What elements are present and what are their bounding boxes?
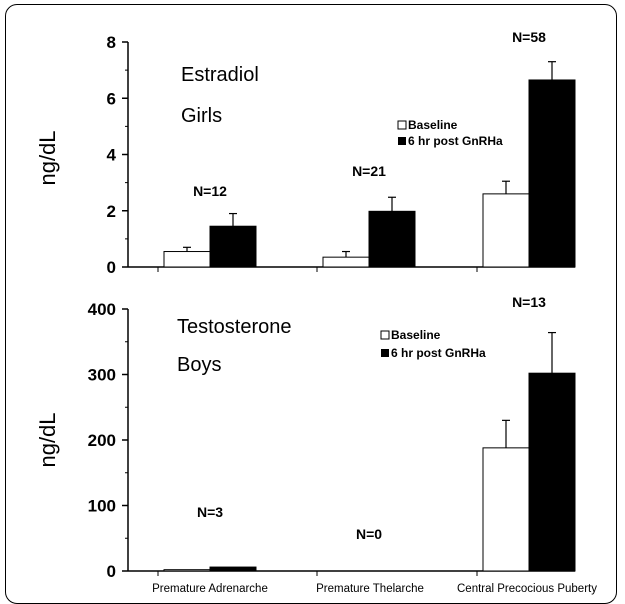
bar-post-gnrha [528,79,576,268]
category-label-cpp: Central Precocious Puberty [457,583,597,595]
legend-bottom: Baseline 6 hr post GnRHa [380,328,486,360]
y-axis-label-bottom: ng/dL [35,412,60,467]
y-tick-label: 2 [107,202,116,221]
y-tick-label: 8 [107,33,116,52]
bar-post-gnrha [209,225,257,268]
bar-baseline [482,193,530,268]
y-tick-label: 4 [107,146,117,165]
y-tick-label: 400 [88,300,116,319]
sample-size-label: N=58 [512,29,546,45]
category-label-thelarche: Premature Thelarche [316,583,424,595]
legend-swatch-baseline [397,120,407,130]
y-tick-label: 200 [88,431,116,450]
sample-size-label: N=21 [352,163,386,179]
y-tick-label: 0 [107,562,116,581]
annotation-testosterone: Testosterone [177,316,292,338]
bar-baseline [163,251,211,268]
y-tick-label: 100 [88,497,116,516]
annotation-boys: Boys [177,354,221,376]
legend-label-post: 6 hr post GnRHa [391,346,486,360]
annotation-girls: Girls [181,105,222,127]
legend-top: Baseline 6 hr post GnRHa [397,118,503,148]
bar-baseline [163,569,211,572]
legend-label-post: 6 hr post GnRHa [408,134,503,148]
y-tick-label: 300 [88,366,116,385]
bar-post-gnrha [209,566,257,572]
y-tick-label: 6 [107,89,116,108]
bar-post-gnrha [528,372,576,572]
sample-size-label: N=0 [356,526,382,542]
legend-label-baseline: Baseline [408,118,458,132]
legend-label-baseline: Baseline [391,328,441,342]
sample-size-label: N=12 [193,183,227,199]
y-axis-label-top: ng/dL [35,130,60,185]
legend-swatch-post [381,349,389,357]
category-label-adrenarche: Premature Adrenarche [152,583,268,595]
legend-swatch-baseline [380,330,390,340]
sample-size-label: N=3 [197,504,223,520]
bar-baseline [322,256,370,268]
annotation-estradiol: Estradiol [181,64,259,86]
sample-size-label: N=13 [512,294,546,310]
y-tick-label: 0 [107,258,116,277]
bar-baseline [482,447,530,572]
legend-swatch-post [398,137,406,145]
bar-post-gnrha [368,210,416,268]
